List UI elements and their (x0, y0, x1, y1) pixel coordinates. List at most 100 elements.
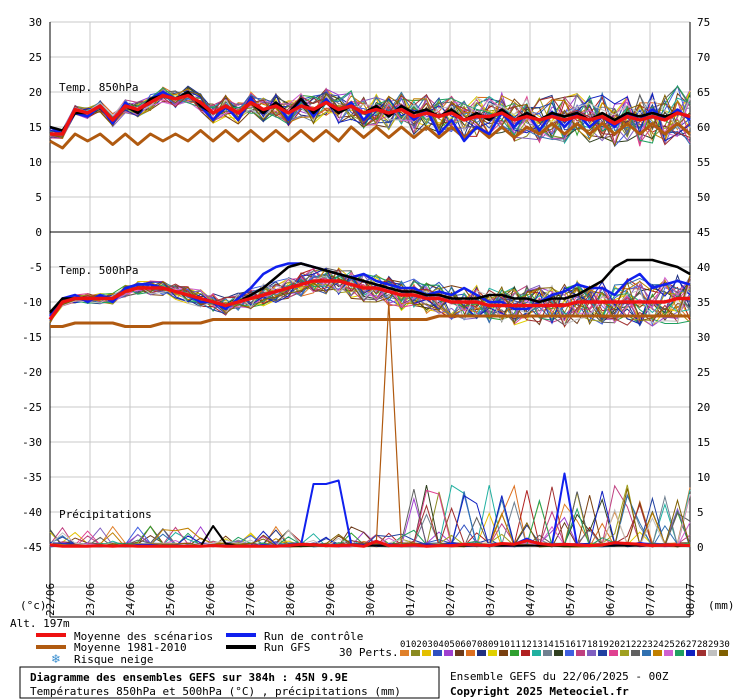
right-tick-label: 15 (697, 436, 710, 449)
legend-swatch-control (226, 633, 256, 637)
legend: Moyenne des scénarios Run de contrôle Mo… (36, 630, 730, 666)
title-box (19, 666, 440, 699)
pert-line-t500 (49, 279, 691, 326)
pert-swatch (433, 650, 442, 656)
legend-label-climate: Moyenne 1981-2010 (74, 641, 187, 654)
pert-number: 21 (620, 640, 631, 650)
left-tick-label: 0 (35, 226, 42, 239)
left-tick-label: -45 (22, 541, 42, 554)
pert-line-t850 (49, 89, 691, 145)
right-tick-label: 55 (697, 156, 710, 169)
right-tick-label: 40 (697, 261, 710, 274)
x-tick-label: 29/06 (324, 583, 337, 616)
pert-number: 03 (422, 640, 433, 650)
pert-number: 24 (653, 640, 664, 650)
legend-swatch-climate (36, 645, 66, 649)
right-tick-label: 65 (697, 86, 710, 99)
pert-number: 13 (532, 640, 543, 650)
climate-line-t850 (49, 122, 691, 150)
left-tick-label: 15 (29, 121, 42, 134)
pert-number: 05 (444, 640, 455, 650)
pert-number: 14 (543, 640, 554, 650)
panel-label-t500: Temp. 500hPa (59, 264, 138, 277)
x-tick-label: 30/06 (364, 583, 377, 616)
chart-axes: 302520151050-5-10-15-20-25-30-35-40-4575… (22, 16, 710, 554)
run-info: Ensemble GEFS du 22/06/2025 - 00Z (450, 670, 669, 683)
pert-number: 02 (411, 640, 422, 650)
pert-swatch (675, 650, 684, 656)
pert-swatch (422, 650, 431, 656)
pert-swatch (554, 650, 563, 656)
pert-number: 11 (510, 640, 521, 650)
right-tick-label: 35 (697, 296, 710, 309)
x-tick-label: 03/07 (484, 583, 497, 616)
pert-swatch (686, 650, 695, 656)
left-tick-label: -20 (22, 366, 42, 379)
right-tick-label: 5 (697, 506, 704, 519)
pert-swatch (587, 650, 596, 656)
legend-label-gfs: Run GFS (264, 641, 310, 654)
right-tick-label: 45 (697, 226, 710, 239)
pert-swatch (455, 650, 464, 656)
pert-swatch (708, 650, 717, 656)
panel-label-t850: Temp. 850hPa (59, 81, 138, 94)
mean-line-precip (49, 539, 691, 548)
x-tick-label: 23/06 (84, 583, 97, 616)
left-tick-label: -30 (22, 436, 42, 449)
x-tick-label: 02/07 (444, 583, 457, 616)
pert-swatch (576, 650, 585, 656)
pert-swatch (510, 650, 519, 656)
left-tick-label: -5 (29, 261, 42, 274)
pert-swatch (499, 650, 508, 656)
pert-swatch (466, 650, 475, 656)
copyright: Copyright 2025 Meteociel.fr (450, 685, 629, 698)
x-tick-label: 06/07 (604, 583, 617, 616)
altitude-label: Alt. 197m (10, 617, 70, 630)
left-axis-unit: (°c) (20, 599, 47, 612)
pert-swatch (543, 650, 552, 656)
pert-number: 20 (609, 640, 620, 650)
x-tick-label: 28/06 (284, 583, 297, 616)
pert-swatch (444, 650, 453, 656)
x-tick-label: 05/07 (564, 583, 577, 616)
legend-swatch-mean (36, 633, 66, 637)
pert-number: 22 (631, 640, 642, 650)
x-tick-label: 26/06 (204, 583, 217, 616)
pert-number: 26 (675, 640, 686, 650)
pert-number: 25 (664, 640, 675, 650)
pert-number: 15 (554, 640, 565, 650)
pert-swatch (411, 650, 420, 656)
pert-number: 28 (697, 640, 708, 650)
x-tick-label: 08/07 (684, 583, 697, 616)
snowflake-icon: ❄ (51, 652, 61, 666)
x-tick-label: 27/06 (244, 583, 257, 616)
chart-subtitle: Températures 850hPa et 500hPa (°C) , pré… (30, 685, 401, 698)
left-tick-label: -15 (22, 331, 42, 344)
pert-number: 17 (576, 640, 587, 650)
legend-label-snow: Risque neige (74, 653, 153, 666)
left-tick-label: -25 (22, 401, 42, 414)
x-tick-label: 24/06 (124, 583, 137, 616)
pert-number: 09 (488, 640, 499, 650)
legend-label-control: Run de contrôle (264, 630, 363, 643)
right-tick-label: 25 (697, 366, 710, 379)
chart-title: Diagramme des ensembles GEFS sur 384h : … (30, 671, 348, 684)
x-tick-label: 22/06 (44, 583, 57, 616)
pert-swatch (664, 650, 673, 656)
pert-swatch (521, 650, 530, 656)
main-series-lines (48, 90, 691, 548)
left-tick-label: 25 (29, 51, 42, 64)
left-tick-label: -40 (22, 506, 42, 519)
pert-number: 16 (565, 640, 576, 650)
pert-swatch (719, 650, 728, 656)
pert-swatch (400, 650, 409, 656)
climate-line-t500 (50, 314, 690, 328)
pert-number: 30 (719, 640, 730, 650)
pert-number: 10 (499, 640, 510, 650)
pert-swatch (532, 650, 541, 656)
pert-number: 27 (686, 640, 697, 650)
left-tick-label: 5 (35, 191, 42, 204)
pert-swatch (477, 650, 486, 656)
pert-number: 29 (708, 640, 719, 650)
